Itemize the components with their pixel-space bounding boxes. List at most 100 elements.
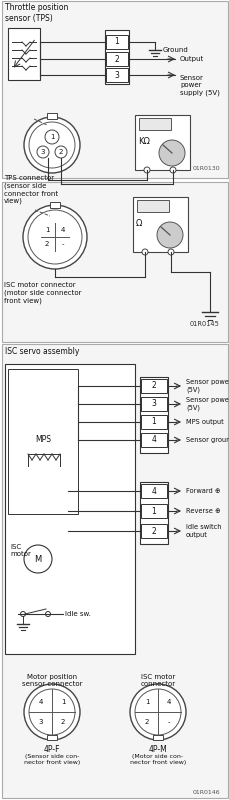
Text: (Motor side con-
nector front view): (Motor side con- nector front view) [129,754,185,765]
Text: ISC servo assembly: ISC servo assembly [5,347,79,356]
Bar [106,68,128,82]
Text: 1: 1 [151,506,156,515]
Text: 3: 3 [38,719,43,725]
Text: 2: 2 [60,719,65,725]
Text: Ground: Ground [162,47,188,53]
Text: KΩ: KΩ [137,137,149,146]
Circle shape [24,117,80,173]
Text: 2: 2 [45,241,49,247]
Circle shape [37,146,49,158]
Text: 01R0146: 01R0146 [191,790,219,794]
Bar [8,369,78,514]
Text: ISC motor
connector: ISC motor connector [140,674,175,687]
Circle shape [29,689,75,735]
Text: 3: 3 [41,149,45,155]
Bar [106,35,128,49]
Text: TPS connector
(sensor side
connector front
view): TPS connector (sensor side connector fro… [4,175,58,205]
Text: Idle switch
output: Idle switch output [185,524,221,538]
Text: (Sensor side con-
nector front view): (Sensor side con- nector front view) [24,754,80,765]
Text: -: - [61,241,64,247]
Bar [152,735,162,740]
Text: 1: 1 [49,134,54,140]
Circle shape [134,689,180,735]
Text: 01R0130: 01R0130 [191,166,219,170]
Bar [140,379,166,393]
Text: 4: 4 [39,699,43,705]
Bar [2,182,227,342]
Text: 4: 4 [60,227,65,233]
Bar [140,415,166,429]
Text: Throttle position
sensor (TPS): Throttle position sensor (TPS) [5,3,68,23]
Text: Idle sw.: Idle sw. [65,611,90,617]
Bar [136,200,168,212]
Text: 4: 4 [151,486,156,495]
Text: MPS output: MPS output [185,419,223,425]
Text: Sensor
power
supply (5V): Sensor power supply (5V) [179,75,219,97]
Circle shape [45,611,50,617]
Bar [139,482,167,544]
Text: M: M [34,554,41,563]
Circle shape [141,249,147,255]
Text: Sensor power
(5V): Sensor power (5V) [185,379,229,393]
Circle shape [143,167,149,173]
Bar [2,1,227,178]
Circle shape [158,140,184,166]
Text: 1: 1 [144,699,149,705]
Text: 2: 2 [151,526,156,535]
Text: 1: 1 [151,418,156,426]
Circle shape [29,122,75,168]
Bar [47,735,57,740]
Circle shape [167,249,173,255]
Text: ISC
motor: ISC motor [10,544,31,558]
Circle shape [23,205,87,269]
Circle shape [169,167,175,173]
Text: ISC motor connector
(motor side connector
front view): ISC motor connector (motor side connecto… [4,282,81,304]
Bar [134,115,189,170]
Bar [140,504,166,518]
Circle shape [24,545,52,573]
Bar [132,197,187,252]
Text: Reverse ⊕: Reverse ⊕ [185,508,220,514]
Bar [8,28,40,80]
Bar [47,113,57,119]
Text: Output: Output [179,56,203,62]
Text: Sensor ground: Sensor ground [185,437,229,443]
Text: 2: 2 [151,382,156,390]
Bar [140,433,166,447]
Text: 01R0145: 01R0145 [189,321,219,327]
Text: 1: 1 [45,227,49,233]
Circle shape [28,210,82,264]
Text: Motor position
sensor connector: Motor position sensor connector [22,674,82,687]
Bar [138,118,170,130]
Text: -: - [167,719,169,725]
Text: 4: 4 [151,435,156,445]
Bar [5,364,134,654]
Bar [140,484,166,498]
Bar [140,524,166,538]
Text: 2: 2 [114,54,119,63]
Bar [140,397,166,411]
Text: 1: 1 [60,699,65,705]
Text: Ω: Ω [135,219,142,228]
Circle shape [156,222,182,248]
Bar [105,30,128,84]
Text: 2: 2 [144,719,149,725]
Circle shape [129,684,185,740]
Circle shape [24,684,80,740]
Circle shape [45,130,59,144]
Text: 3: 3 [151,399,156,409]
Bar [139,377,167,453]
Text: 4: 4 [166,699,170,705]
Text: 2: 2 [59,149,63,155]
Bar [50,202,60,208]
Bar [2,344,227,798]
Text: 4P-M: 4P-M [148,745,167,754]
Bar [106,52,128,66]
Circle shape [55,146,67,158]
Circle shape [20,611,25,617]
Text: 4P-F: 4P-F [44,745,60,754]
Text: 1: 1 [114,38,119,46]
Text: Sensor power
(5V): Sensor power (5V) [185,397,229,411]
Text: Forward ⊕: Forward ⊕ [185,488,219,494]
Text: MPS: MPS [35,434,51,443]
